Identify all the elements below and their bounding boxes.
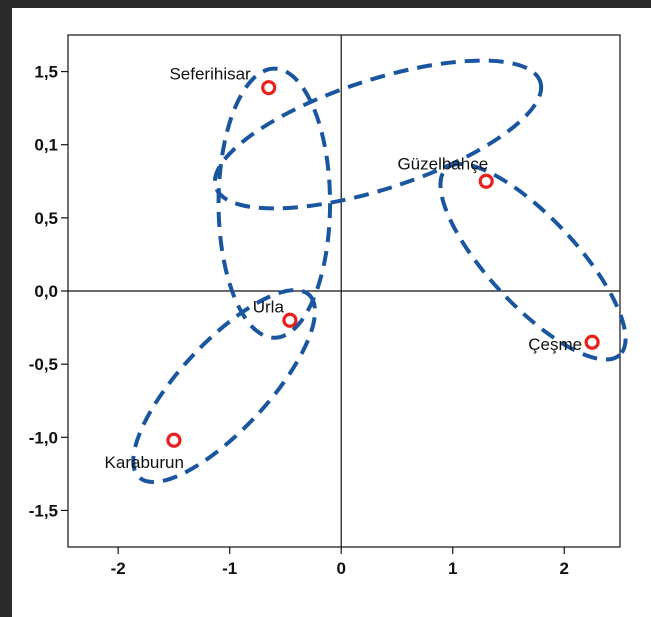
y-tick-label: 0,1 xyxy=(34,136,58,155)
data-point xyxy=(282,312,298,328)
y-tick-label: 1,5 xyxy=(34,63,58,82)
cluster-ellipse xyxy=(212,58,544,211)
point-label-urla: Urla xyxy=(253,297,285,316)
y-tick-label: -1,5 xyxy=(29,501,58,520)
axes: -2 -1 0 1 2 1,5 0,1 0,5 0,0 -0,5 -1,0 -1,5 xyxy=(29,34,621,578)
x-tick-label: 2 xyxy=(560,559,569,578)
x-tick-label: 0 xyxy=(336,559,345,578)
y-tick-label: -0,5 xyxy=(29,355,58,374)
data-point xyxy=(166,432,182,448)
y-tick-label: 0,5 xyxy=(34,209,58,228)
cluster-ellipse xyxy=(131,288,318,485)
point-label-cesme: Çeşme xyxy=(528,335,582,354)
point-labels: Seferihisar Güzelbahçe Urla Çeşme Karaburun xyxy=(105,65,583,473)
x-tick-label: -2 xyxy=(111,559,126,578)
y-tick-label: -1,0 xyxy=(29,428,58,447)
point-label-guzelbahce: Güzelbahçe xyxy=(397,154,488,173)
biplot-chart: -2 -1 0 1 2 1,5 0,1 0,5 0,0 -0,5 -1,0 -1,5 Seferihi… xyxy=(29,34,628,578)
y-tick-label: 0,0 xyxy=(34,282,58,301)
data-point xyxy=(584,334,600,350)
x-tick-label: 1 xyxy=(448,559,457,578)
cluster-ellipse xyxy=(438,161,628,362)
point-label-seferihisar: Seferihisar xyxy=(169,65,251,84)
data-points xyxy=(166,80,600,448)
cluster-ellipses xyxy=(131,58,628,485)
cluster-ellipse xyxy=(216,66,333,340)
x-tick-label: -1 xyxy=(222,559,237,578)
data-point xyxy=(261,80,277,96)
chart-frame: -2 -1 0 1 2 1,5 0,1 0,5 0,0 -0,5 -1,0 -1,5 Seferihi… xyxy=(12,8,651,617)
point-label-karaburun: Karaburun xyxy=(105,453,184,472)
data-point xyxy=(478,173,494,189)
